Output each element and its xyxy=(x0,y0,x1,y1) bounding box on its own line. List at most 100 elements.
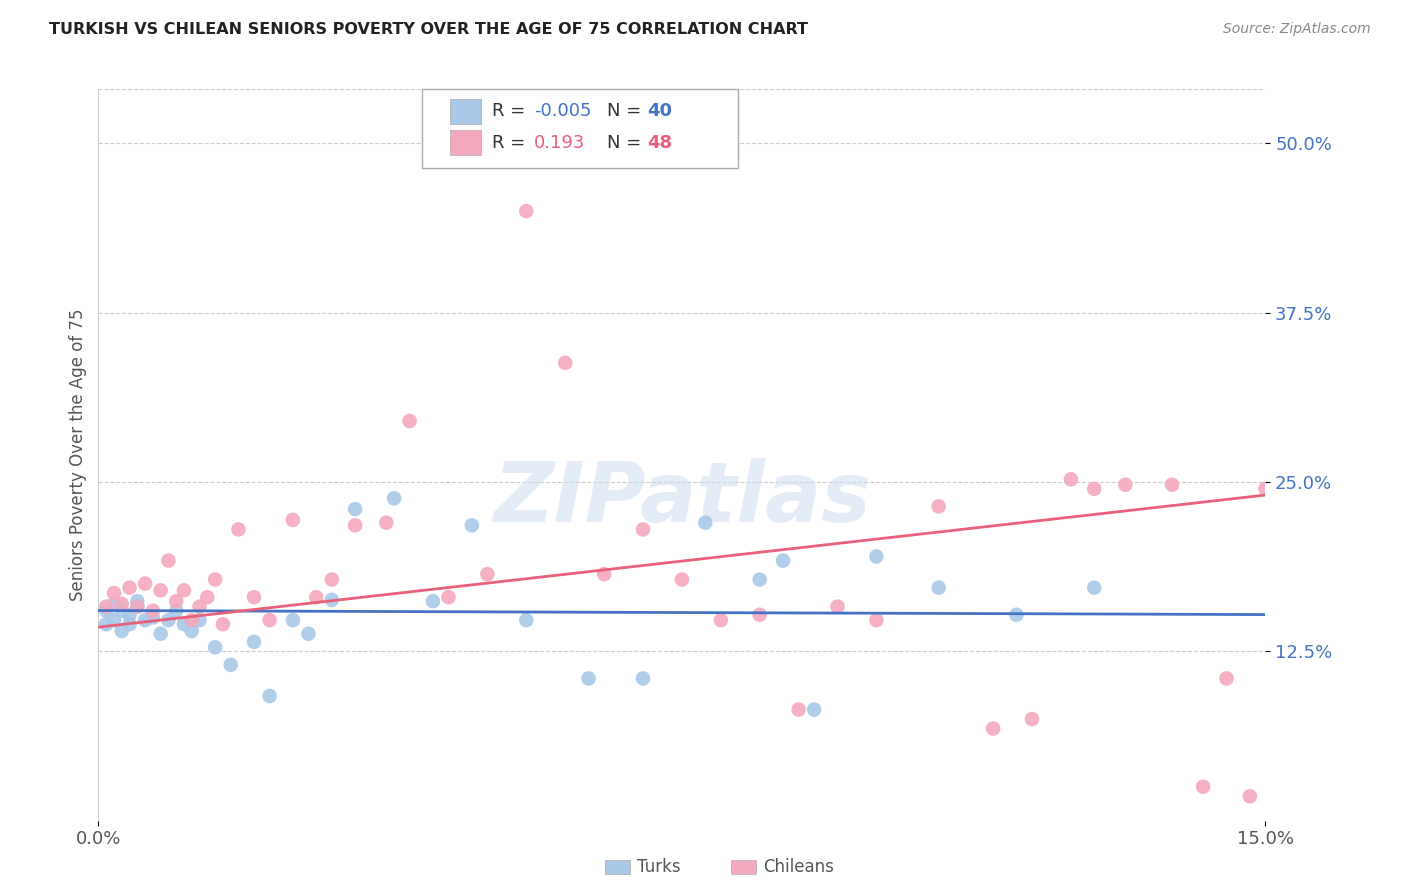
Point xyxy=(127,599,149,614)
Point xyxy=(437,590,460,604)
Text: -0.005: -0.005 xyxy=(534,103,592,120)
Point xyxy=(195,590,218,604)
Point xyxy=(695,516,717,530)
Point xyxy=(1060,472,1083,486)
Point xyxy=(111,604,134,618)
Point xyxy=(127,599,149,614)
Point xyxy=(321,592,343,607)
Point xyxy=(118,581,141,595)
Point xyxy=(165,604,187,618)
Point xyxy=(865,549,887,564)
Point xyxy=(422,594,444,608)
Text: 48: 48 xyxy=(647,134,672,152)
Point xyxy=(772,553,794,567)
Point xyxy=(803,702,825,716)
Point xyxy=(1005,607,1028,622)
Text: R =: R = xyxy=(492,103,531,120)
Point xyxy=(1083,581,1105,595)
Point xyxy=(1083,482,1105,496)
Point xyxy=(111,597,134,611)
Point xyxy=(228,523,250,537)
Point xyxy=(748,607,770,622)
Point xyxy=(96,599,118,614)
Y-axis label: Seniors Poverty Over the Age of 75: Seniors Poverty Over the Age of 75 xyxy=(69,309,87,601)
Point xyxy=(398,414,420,428)
Point xyxy=(321,573,343,587)
Point xyxy=(212,617,235,632)
Point xyxy=(142,604,165,618)
Point xyxy=(461,518,484,533)
Text: TURKISH VS CHILEAN SENIORS POVERTY OVER THE AGE OF 75 CORRELATION CHART: TURKISH VS CHILEAN SENIORS POVERTY OVER … xyxy=(49,22,808,37)
Point xyxy=(827,599,849,614)
Point xyxy=(1021,712,1043,726)
Point xyxy=(865,613,887,627)
Point xyxy=(180,613,202,627)
Point xyxy=(173,617,195,632)
Point xyxy=(281,513,304,527)
Text: N =: N = xyxy=(607,134,647,152)
Point xyxy=(259,613,281,627)
Point xyxy=(375,516,398,530)
Point xyxy=(297,626,319,640)
Point xyxy=(344,518,367,533)
Point xyxy=(149,626,172,640)
Point xyxy=(671,573,693,587)
Point xyxy=(748,573,770,587)
Point xyxy=(1192,780,1215,794)
Text: ZIPatlas: ZIPatlas xyxy=(494,458,870,540)
Point xyxy=(96,617,118,632)
Text: Source: ZipAtlas.com: Source: ZipAtlas.com xyxy=(1223,22,1371,37)
Point xyxy=(165,594,187,608)
Point xyxy=(173,583,195,598)
Point xyxy=(1114,477,1136,491)
Point xyxy=(593,567,616,582)
Point xyxy=(180,624,202,638)
Point xyxy=(118,617,141,632)
Point xyxy=(157,553,180,567)
Point xyxy=(710,613,733,627)
Point xyxy=(188,613,211,627)
Point xyxy=(103,597,125,611)
Text: 0.193: 0.193 xyxy=(534,134,586,152)
Point xyxy=(382,491,405,506)
Point xyxy=(204,573,226,587)
Point xyxy=(96,604,118,618)
Point xyxy=(787,702,810,716)
Point xyxy=(111,624,134,638)
Point xyxy=(1215,672,1237,686)
Point xyxy=(219,657,242,672)
Point xyxy=(305,590,328,604)
Text: Turks: Turks xyxy=(637,858,681,876)
Point xyxy=(188,599,211,614)
Point xyxy=(1239,789,1261,804)
Point xyxy=(981,722,1004,736)
Point xyxy=(127,594,149,608)
Point xyxy=(344,502,367,516)
Point xyxy=(142,610,165,624)
Point xyxy=(631,672,654,686)
Point xyxy=(118,607,141,622)
Point xyxy=(204,640,226,655)
Point xyxy=(554,356,576,370)
Text: N =: N = xyxy=(607,103,647,120)
Point xyxy=(281,613,304,627)
Point xyxy=(243,590,266,604)
Point xyxy=(928,500,950,514)
Point xyxy=(103,586,125,600)
Point xyxy=(134,576,156,591)
Point xyxy=(515,613,537,627)
Point xyxy=(477,567,499,582)
Point xyxy=(1161,477,1184,491)
Point xyxy=(928,581,950,595)
Point xyxy=(103,613,125,627)
Point xyxy=(578,672,600,686)
Point xyxy=(631,523,654,537)
Text: 40: 40 xyxy=(647,103,672,120)
Point xyxy=(259,689,281,703)
Point xyxy=(1254,482,1277,496)
Point xyxy=(515,204,537,219)
Text: Chileans: Chileans xyxy=(763,858,834,876)
Point xyxy=(243,635,266,649)
Text: R =: R = xyxy=(492,134,531,152)
Point xyxy=(149,583,172,598)
